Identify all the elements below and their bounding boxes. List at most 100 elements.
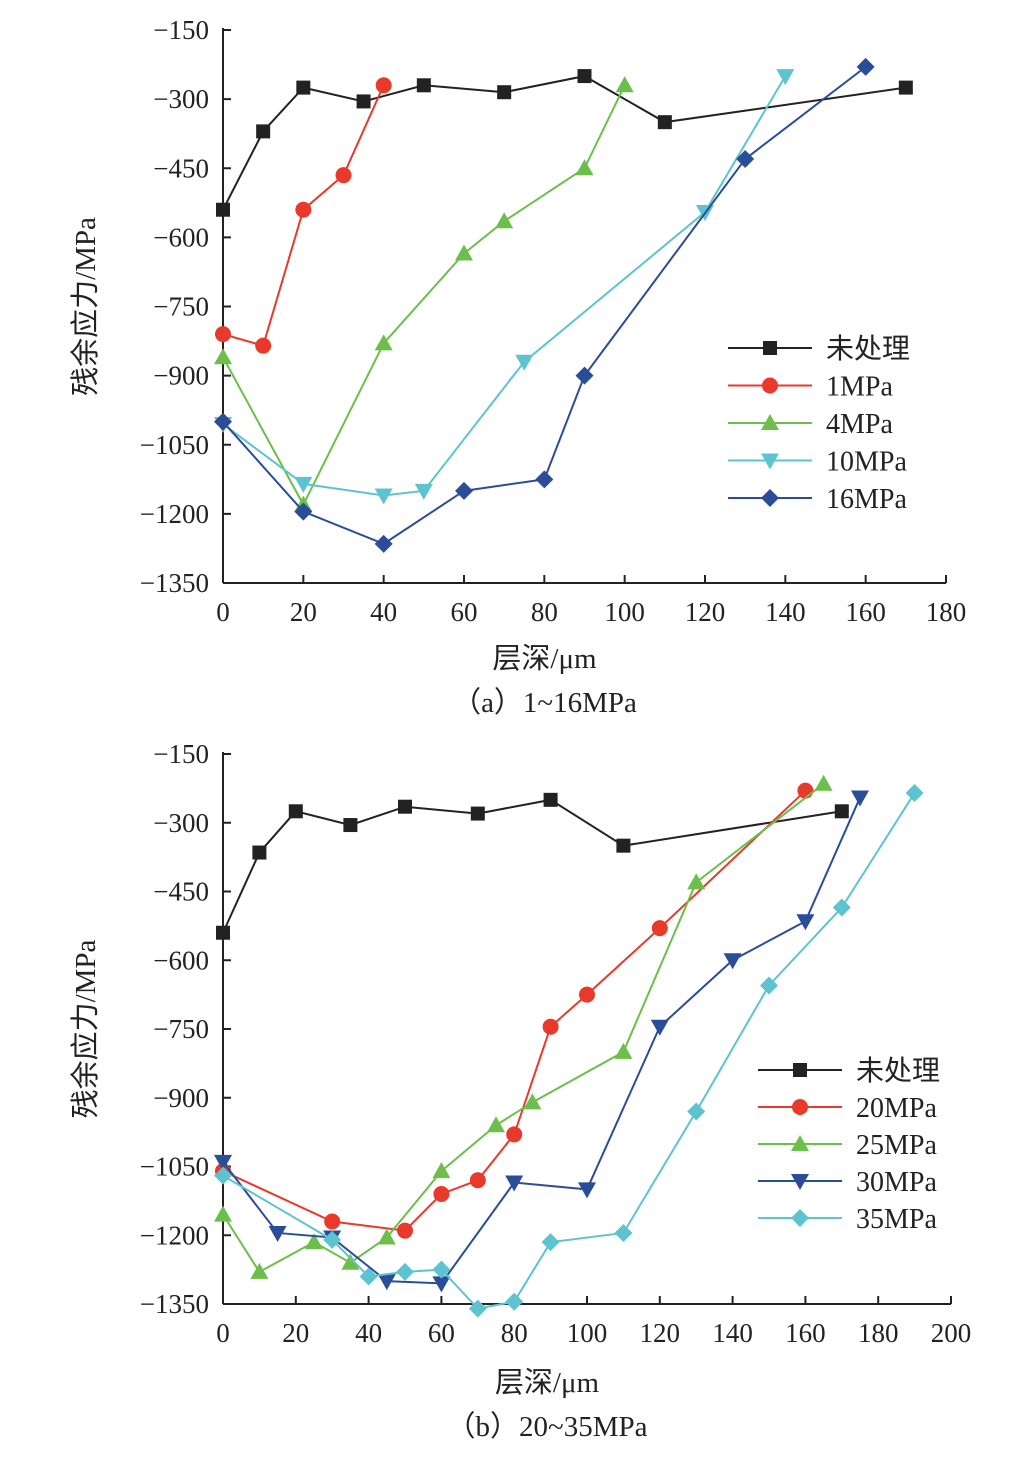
legend-marker — [793, 1063, 807, 1077]
y-tick-label: −450 — [153, 153, 209, 183]
legend: 未处理 20MPa 25MPa 30MPa 35MPa — [758, 1055, 940, 1235]
data-point — [505, 1292, 524, 1311]
data-point — [356, 94, 371, 109]
chart-b: −150 −300 −450 −600 −750 −900 −1050 −1200 −13500… — [69, 739, 971, 1443]
data-point — [832, 898, 851, 917]
x-tick-label: 20 — [282, 1318, 309, 1348]
data-point — [377, 1228, 396, 1245]
legend-label: 35MPa — [856, 1204, 937, 1235]
data-point — [515, 354, 534, 371]
series-line — [222, 84, 626, 507]
data-point — [851, 790, 869, 807]
y-tick-label: −1350 — [140, 568, 209, 598]
x-tick-label: 140 — [712, 1318, 753, 1348]
x-tick-label: 100 — [604, 597, 645, 627]
data-point — [294, 476, 313, 493]
x-tick-label: 180 — [858, 1318, 899, 1348]
data-point — [432, 1260, 451, 1279]
x-tick-label: 80 — [501, 1318, 528, 1348]
x-tick-label: 180 — [926, 597, 967, 627]
legend-marker — [761, 414, 779, 430]
data-point — [216, 925, 230, 940]
series-2 — [214, 774, 833, 1279]
x-tick-label: 80 — [531, 597, 558, 627]
legend-marker — [792, 1099, 808, 1115]
data-point — [305, 1233, 323, 1250]
legend-marker — [761, 453, 779, 470]
data-point — [377, 1274, 396, 1291]
legend-label: 1MPa — [826, 372, 893, 403]
legend-label: 25MPa — [856, 1130, 937, 1161]
data-point — [294, 502, 313, 521]
data-point — [398, 799, 412, 814]
legend-marker — [791, 1209, 809, 1227]
x-axis-title: 层深/μm — [492, 643, 597, 675]
series-0 — [216, 792, 849, 940]
data-point — [214, 412, 232, 431]
data-point — [615, 76, 634, 93]
series-line — [222, 66, 867, 545]
data-point — [814, 774, 833, 791]
chart-caption: （b）20~35MPa — [447, 1411, 648, 1443]
data-point — [323, 1230, 342, 1249]
data-point — [433, 1186, 450, 1202]
data-point — [374, 534, 393, 553]
data-point — [288, 804, 303, 819]
x-tick-label: 120 — [640, 1318, 681, 1348]
data-point — [375, 77, 392, 94]
series-line — [222, 797, 861, 1285]
y-tick-label: −750 — [153, 292, 209, 322]
legend: 未处理 1MPa 4MPa 10MPa 16MPa — [728, 333, 910, 515]
legend-item: 30MPa — [758, 1167, 937, 1198]
y-tick-label: −600 — [153, 945, 209, 975]
data-point — [495, 212, 514, 229]
series-line — [222, 789, 807, 1232]
data-point — [295, 201, 312, 218]
y-tick-label: −1050 — [140, 430, 209, 460]
data-point — [214, 1166, 232, 1185]
legend-label: 4MPa — [826, 409, 893, 440]
data-point — [416, 78, 431, 93]
y-tick-label: −300 — [153, 808, 209, 838]
legend-item: 16MPa — [728, 484, 907, 515]
series-3 — [214, 790, 869, 1293]
y-tick-label: −300 — [153, 84, 209, 114]
data-point — [374, 488, 393, 505]
data-point — [468, 1299, 487, 1318]
legend-label: 未处理 — [856, 1055, 940, 1087]
x-tick-label: 0 — [216, 597, 230, 627]
y-tick-label: −150 — [153, 15, 209, 45]
x-tick-label: 40 — [355, 1318, 382, 1348]
series-0 — [216, 69, 913, 217]
data-point — [214, 348, 232, 365]
data-point — [505, 1175, 524, 1192]
data-point — [250, 1262, 269, 1279]
legend-marker — [761, 489, 779, 507]
data-point — [657, 115, 672, 130]
y-tick-label: −900 — [153, 361, 209, 391]
data-point — [214, 1154, 232, 1171]
series-1 — [215, 77, 392, 354]
data-point — [543, 792, 558, 807]
data-point — [214, 1205, 232, 1222]
series-line — [222, 75, 787, 497]
data-point — [216, 202, 230, 217]
data-point — [256, 124, 271, 139]
data-point — [905, 783, 924, 802]
data-point — [578, 1182, 596, 1199]
data-point — [535, 470, 554, 489]
y-tick-label: −900 — [153, 1083, 209, 1113]
y-axis-title: 残余应力/MPa — [69, 217, 102, 396]
data-point — [470, 806, 485, 821]
data-point — [856, 57, 875, 76]
x-tick-label: 200 — [931, 1318, 972, 1348]
legend-item: 10MPa — [728, 447, 907, 478]
series-1 — [215, 782, 814, 1239]
chart-a: −150 −300 −450 −600 −750 −900 −1050 −1200 −13500… — [69, 15, 966, 719]
data-point — [541, 1233, 560, 1252]
series-4 — [214, 783, 924, 1318]
y-tick-label: −1200 — [140, 1220, 209, 1250]
data-point — [414, 483, 433, 500]
legend-label: 10MPa — [826, 447, 907, 478]
